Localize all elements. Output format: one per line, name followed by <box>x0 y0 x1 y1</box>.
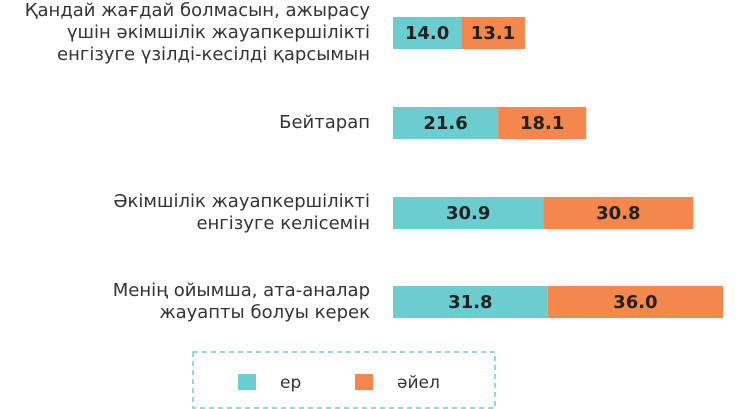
legend-swatch <box>355 374 373 390</box>
value-label: 21.6 <box>423 113 467 134</box>
legend-label: ер <box>280 373 301 393</box>
bar-segment <box>393 107 499 139</box>
bar-segment <box>393 17 462 49</box>
bar-segment <box>547 286 723 318</box>
bar-segment <box>498 107 587 139</box>
value-label: 31.8 <box>448 292 492 313</box>
category-label: Әкімшілік жауапкершілікті енгізуге келісе… <box>113 191 370 234</box>
bar-segment <box>393 286 548 318</box>
value-label: 36.0 <box>613 292 657 313</box>
bar-segment <box>393 197 544 229</box>
legend-swatch <box>238 374 256 390</box>
value-label: 18.1 <box>520 113 564 134</box>
bar-segment <box>543 197 694 229</box>
legend-label: әйел <box>397 373 440 393</box>
value-label: 14.0 <box>405 23 449 44</box>
legend-box <box>192 351 496 409</box>
category-label: Бейтарап <box>279 112 370 133</box>
category-label: Қандай жағдай болмасын, ажырасу үшін әкім… <box>25 0 371 65</box>
bar-segment <box>461 17 525 49</box>
value-label: 30.9 <box>446 203 490 224</box>
category-label: Менің ойымша, ата-аналар жауапты болуы ке… <box>113 280 370 323</box>
value-label: 30.8 <box>596 203 640 224</box>
value-label: 13.1 <box>471 23 515 44</box>
